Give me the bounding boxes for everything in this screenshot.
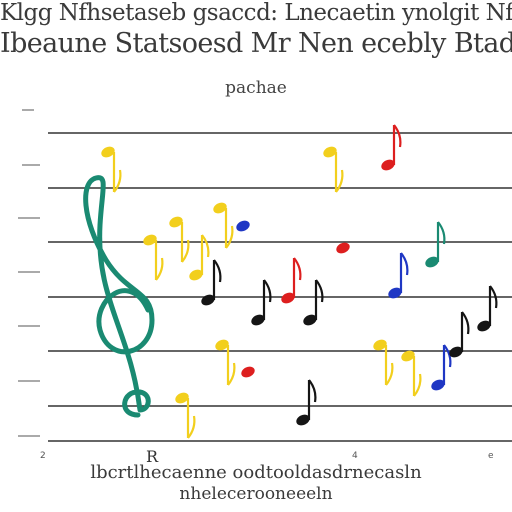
music-note-icon (477, 285, 498, 332)
footer-line-2: nhelecerooneeeln (179, 484, 333, 504)
bottom-mark: 4 (352, 451, 358, 461)
staff-lines (48, 132, 512, 442)
music-note-icon (431, 344, 452, 391)
title-line-1: Klgg Nfhsetaseb gsaccd: Lnecaetin ynolgi… (0, 0, 512, 26)
left-axis-ticks (18, 109, 40, 437)
music-note-icon (281, 257, 302, 304)
music-note-icon (175, 392, 196, 439)
music-note-icon (323, 146, 344, 193)
bottom-mark: 2 (40, 451, 46, 461)
subtitle: pachae (225, 78, 287, 98)
bottom-marks: 2 R 4 e (40, 447, 494, 466)
footer-line-1: lbcrtlhecaenne oodtooldasdrnecasln (90, 462, 422, 483)
music-note-icon (215, 339, 236, 386)
treble-clef-icon (83, 175, 155, 418)
bottom-mark: e (488, 451, 494, 461)
music-note-icon (303, 279, 324, 326)
music-note-icon (449, 311, 470, 358)
music-note-icon (381, 124, 402, 171)
music-note-icon (241, 366, 255, 378)
bottom-mark: R (146, 447, 159, 466)
music-note-icon (169, 216, 190, 263)
music-note-icon (236, 220, 250, 232)
music-note-icon (101, 146, 122, 193)
title-line-2: Ibeaune Statsoesd Mr Nen ecebly Btadiace… (0, 28, 512, 59)
music-note-icon (213, 202, 234, 249)
music-note-icon (373, 339, 394, 386)
music-note-icon (336, 242, 350, 254)
music-note-icon (189, 234, 210, 281)
musical-notes (101, 124, 498, 439)
music-note-icon (425, 221, 446, 268)
music-note-icon (401, 350, 422, 397)
music-note-icon (201, 259, 222, 306)
music-note-icon (251, 279, 272, 326)
music-note-icon (296, 379, 317, 426)
music-note-icon (388, 252, 409, 299)
music-note-icon (143, 234, 164, 281)
